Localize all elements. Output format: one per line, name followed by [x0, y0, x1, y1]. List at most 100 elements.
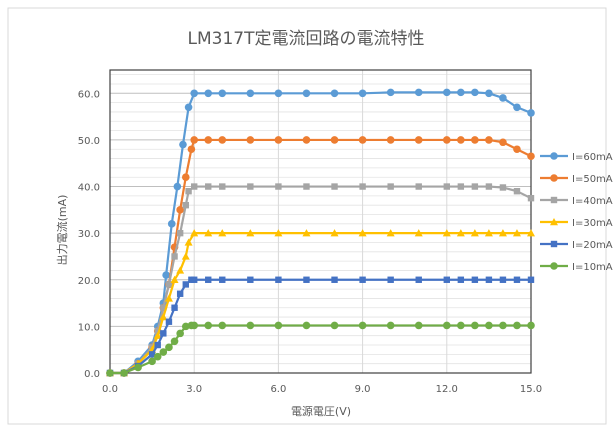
data-point — [219, 276, 226, 283]
data-point — [204, 321, 213, 330]
data-point — [205, 183, 212, 190]
data-point — [457, 321, 465, 330]
data-point — [470, 229, 479, 237]
data-point — [154, 327, 161, 335]
data-point — [218, 89, 227, 98]
legend-swatch-marker — [550, 174, 558, 182]
data-point — [302, 89, 311, 98]
data-point — [219, 183, 226, 190]
data-point — [302, 229, 311, 237]
legend-swatch-marker — [550, 262, 558, 270]
data-point — [499, 184, 507, 191]
data-point — [218, 136, 227, 144]
data-point — [246, 321, 255, 330]
data-point — [191, 183, 198, 190]
data-point — [176, 266, 185, 274]
data-point — [187, 145, 196, 154]
data-point — [106, 369, 114, 377]
data-point — [204, 136, 213, 144]
data-point — [176, 206, 184, 214]
data-point — [498, 229, 507, 237]
data-point — [443, 88, 451, 97]
data-point — [442, 229, 451, 237]
y-tick-label: 50.0 — [78, 136, 100, 147]
data-point — [181, 252, 190, 260]
legend-label: I=20mA — [572, 240, 613, 251]
y-tick-label: 40.0 — [78, 183, 100, 194]
data-point — [148, 351, 156, 358]
x-tick-label: 12.0 — [436, 384, 458, 395]
data-point — [485, 276, 493, 283]
data-point — [485, 183, 493, 190]
data-point — [415, 183, 422, 190]
legend-item: I=40mA — [540, 196, 613, 207]
data-point — [513, 103, 521, 112]
data-point — [386, 321, 395, 330]
data-point — [484, 229, 493, 237]
data-point — [190, 89, 198, 98]
data-point — [303, 276, 310, 283]
data-point — [165, 318, 173, 325]
data-point — [471, 136, 479, 144]
data-point — [414, 321, 423, 330]
legend-label: I=30mA — [572, 218, 613, 229]
data-point — [359, 276, 366, 283]
y-tick-label: 0.0 — [84, 369, 100, 380]
data-point — [527, 194, 535, 202]
y-tick-label: 20.0 — [78, 276, 100, 287]
plot-border — [109, 69, 532, 374]
data-point — [499, 321, 507, 330]
y-tick-label: 60.0 — [78, 89, 100, 100]
data-point — [170, 337, 179, 346]
data-point — [246, 229, 255, 237]
data-point — [181, 173, 190, 182]
x-tick-label: 3.0 — [186, 384, 202, 395]
data-point — [415, 276, 422, 283]
data-point — [456, 229, 465, 237]
data-point — [471, 88, 479, 97]
data-point — [247, 276, 254, 283]
data-point — [274, 89, 283, 98]
data-point — [457, 88, 465, 97]
data-point — [181, 322, 190, 331]
data-point — [190, 321, 198, 330]
data-point — [182, 281, 189, 288]
data-point — [471, 321, 479, 330]
legend-swatch-marker — [550, 152, 558, 160]
data-point — [171, 253, 178, 260]
data-point — [204, 229, 213, 237]
data-point — [512, 229, 521, 237]
data-point — [330, 136, 339, 144]
chart-title: LM317T定電流回路の電流特性 — [188, 29, 425, 49]
data-point — [274, 229, 283, 237]
data-point — [527, 229, 535, 237]
y-tick-label: 30.0 — [78, 229, 100, 240]
data-point — [358, 136, 367, 144]
legend-label: I=10mA — [572, 262, 613, 273]
data-point — [386, 136, 395, 144]
tick-labels: 0.0 10.0 20.0 30.0 40.0 50.0 60.0 0.0 3.0 6.0 9.0 1… — [78, 89, 542, 395]
data-point — [387, 276, 394, 283]
data-point — [167, 220, 176, 228]
data-point — [218, 229, 227, 237]
series-4 — [106, 229, 535, 377]
data-point — [387, 183, 394, 190]
data-point — [457, 276, 465, 283]
data-point — [386, 229, 395, 237]
data-point — [330, 229, 339, 237]
data-point — [358, 229, 367, 237]
data-point — [247, 183, 254, 190]
data-point — [159, 313, 168, 321]
data-point — [331, 276, 338, 283]
data-point — [153, 352, 162, 361]
legend-item: I=10mA — [540, 262, 613, 273]
data-point — [330, 89, 339, 98]
data-point — [513, 145, 521, 154]
data-point — [527, 321, 535, 330]
x-axis-label: 電源電圧(V) — [291, 404, 351, 418]
data-point — [527, 109, 535, 117]
data-point — [457, 136, 465, 144]
data-point — [134, 363, 142, 372]
data-point — [176, 229, 184, 237]
